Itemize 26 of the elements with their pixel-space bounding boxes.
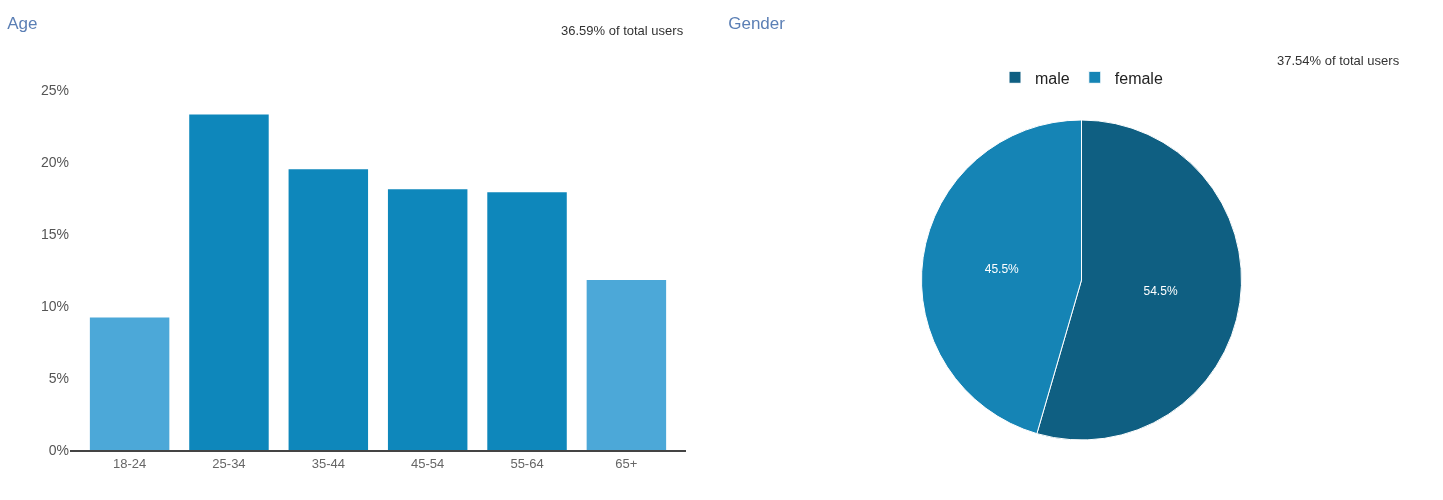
chart-title: Age	[7, 14, 38, 34]
legend-label: female	[1114, 69, 1163, 87]
y-tick-label: 0%	[48, 441, 69, 458]
y-tick-label: 5%	[48, 369, 69, 386]
bar	[89, 317, 170, 450]
text: Gender	[728, 14, 786, 34]
x-tick-label: 65+	[615, 455, 638, 471]
text: 36.59% of total users	[561, 23, 684, 38]
y-tick-label: 25%	[40, 81, 69, 98]
y-tick-label: 20%	[40, 153, 69, 170]
x-tick-label: 35-44	[311, 455, 345, 471]
data-label: 54.5%	[1143, 284, 1178, 299]
text: 37.54% of total users	[1277, 53, 1400, 68]
x-tick-label: 45-54	[411, 455, 445, 471]
legend-label: male	[1035, 69, 1070, 87]
bar	[288, 169, 369, 450]
bar	[189, 114, 269, 450]
x-tick-label: 55-64	[510, 455, 544, 471]
y-tick-label: 15%	[40, 225, 69, 242]
bar	[586, 280, 667, 450]
y-tick-label: 10%	[40, 297, 69, 314]
bar	[487, 192, 567, 450]
bar	[387, 189, 468, 450]
data-label: 45.5%	[984, 261, 1020, 276]
x-tick-label: 18-24	[112, 455, 147, 471]
x-tick-label: 25-34	[212, 455, 246, 471]
